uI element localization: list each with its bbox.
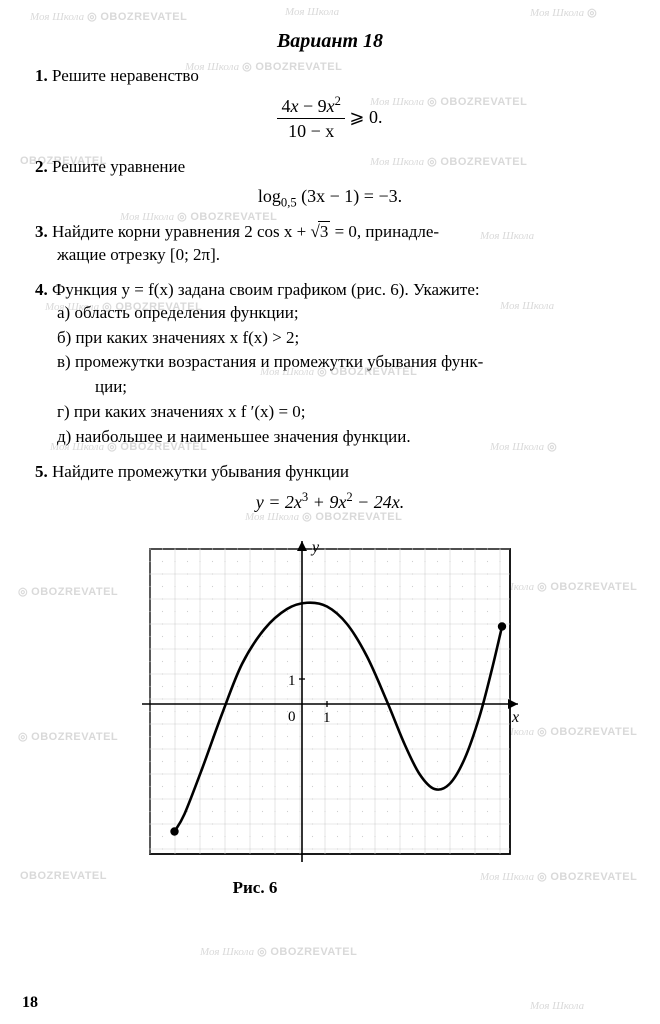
svg-text:0: 0 (288, 709, 296, 725)
problem-5: 5. Найдите промежутки убывания функции y… (35, 461, 625, 514)
problem-number: 2. (35, 157, 48, 176)
svg-text:y: y (310, 539, 320, 556)
problem-text: Решите уравнение (52, 157, 185, 176)
page: Вариант 18 1. Решите неравенство 4x − 9x… (0, 0, 660, 908)
problem-number: 5. (35, 462, 48, 481)
formula-5: y = 2x3 + 9x2 − 24x. (35, 490, 625, 514)
problem-number: 3. (35, 222, 48, 241)
problem-4: 4. Функция y = f(x) задана своим графико… (35, 279, 625, 450)
svg-text:x: x (511, 709, 519, 726)
problem-text: Функция y = f(x) задана своим графиком (… (52, 280, 480, 299)
figure-6: yx011 Рис. 6 (95, 539, 625, 898)
problem-text: Найдите промежутки убывания функции (52, 462, 349, 481)
formula-1: 4x − 9x2 10 − x ⩾ 0. (35, 94, 625, 144)
sub-items: а) область определения функции; б) при к… (57, 302, 625, 450)
variant-title: Вариант 18 (35, 30, 625, 53)
formula-2: log0,5 (3x − 1) = −3. (35, 184, 625, 208)
problem-text: Решите неравенство (52, 66, 199, 85)
svg-text:1: 1 (323, 710, 331, 726)
figure-caption: Рис. 6 (35, 878, 475, 898)
problem-number: 1. (35, 66, 48, 85)
graph-svg: y x 0 1 1 (95, 539, 535, 869)
page-number: 18 (22, 994, 38, 1012)
problem-2: 2. Решите уравнение log0,5 (3x − 1) = −3… (35, 156, 625, 209)
problem-text: Найдите корни уравнения 2 cos x + (52, 222, 310, 241)
problem-3: 3. Найдите корни уравнения 2 cos x + 3 =… (35, 221, 625, 267)
problem-number: 4. (35, 280, 48, 299)
problem-1: 1. Решите неравенство 4x − 9x2 10 − x ⩾ … (35, 65, 625, 144)
svg-text:1: 1 (288, 673, 296, 689)
